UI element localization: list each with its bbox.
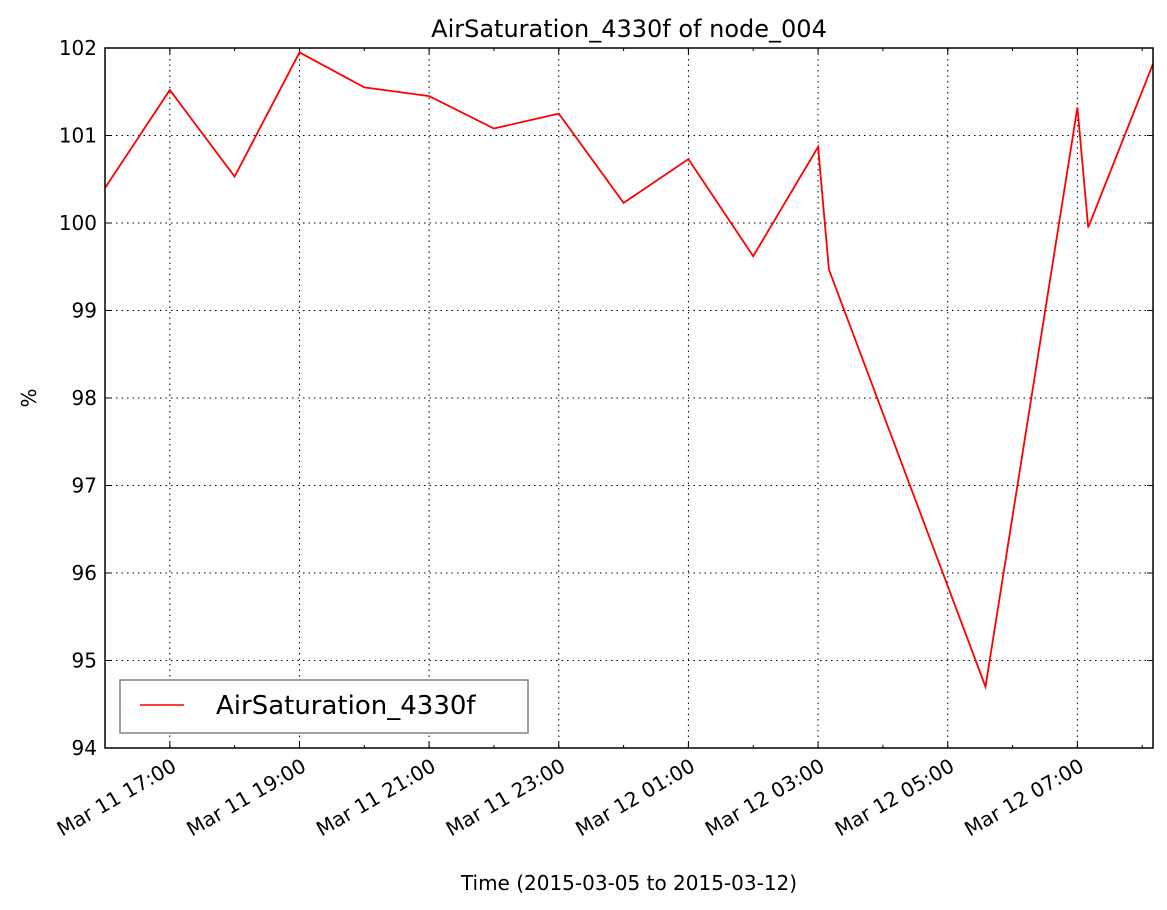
data-point [827,267,831,271]
y-tick-label: 94 [72,736,97,760]
x-tick-label: Mar 11 17:00 [53,754,181,842]
x-tick-label: Mar 11 19:00 [182,754,310,842]
y-tick-label: 99 [72,299,97,323]
data-point [1086,225,1090,229]
data-point [751,254,755,258]
x-axis-title: Time (2015-03-05 to 2015-03-12) [460,871,797,895]
legend: AirSaturation_4330f [119,679,529,734]
x-tick-label: Mar 12 07:00 [960,754,1088,842]
data-point [557,112,561,116]
series-layer [104,50,1154,691]
data-point [622,201,626,205]
data-point [297,50,301,54]
plot-frame [104,47,1154,749]
data-point [233,175,237,179]
x-tick-label: Mar 12 01:00 [571,754,699,842]
y-axis-title: % [17,388,41,407]
x-tick-label: Mar 12 03:00 [701,754,829,842]
data-point [168,88,172,92]
data-point [427,94,431,98]
data-point [1075,106,1079,110]
x-tick-label: Mar 11 21:00 [312,754,440,842]
data-point [816,145,820,149]
x-tick-labels: Mar 11 17:00 Mar 11 19:00 Mar 11 21:00 Mar … [53,754,1088,842]
series-line [104,51,1154,691]
data-point [984,685,988,689]
data-point [492,127,496,131]
data-point [686,157,690,161]
y-tick-label: 95 [72,649,97,673]
legend-label: AirSaturation_4330f [216,691,476,721]
y-tick-label: 102 [59,36,97,60]
x-tick-label: Mar 12 05:00 [831,754,959,842]
chart-title: AirSaturation_4330f of node_004 [431,15,827,43]
y-tick-label: 97 [72,474,97,498]
y-tick-label: 101 [59,124,97,148]
x-tick-label: Mar 11 23:00 [442,754,570,842]
y-tick-label: 96 [72,561,97,585]
legend-box [119,679,529,734]
y-tick-labels: 94 95 96 97 98 99 100 101 102 [59,36,97,760]
data-point [362,85,366,89]
y-tick-label: 98 [72,386,97,410]
grid [105,48,1153,748]
y-tick-label: 100 [59,211,97,235]
